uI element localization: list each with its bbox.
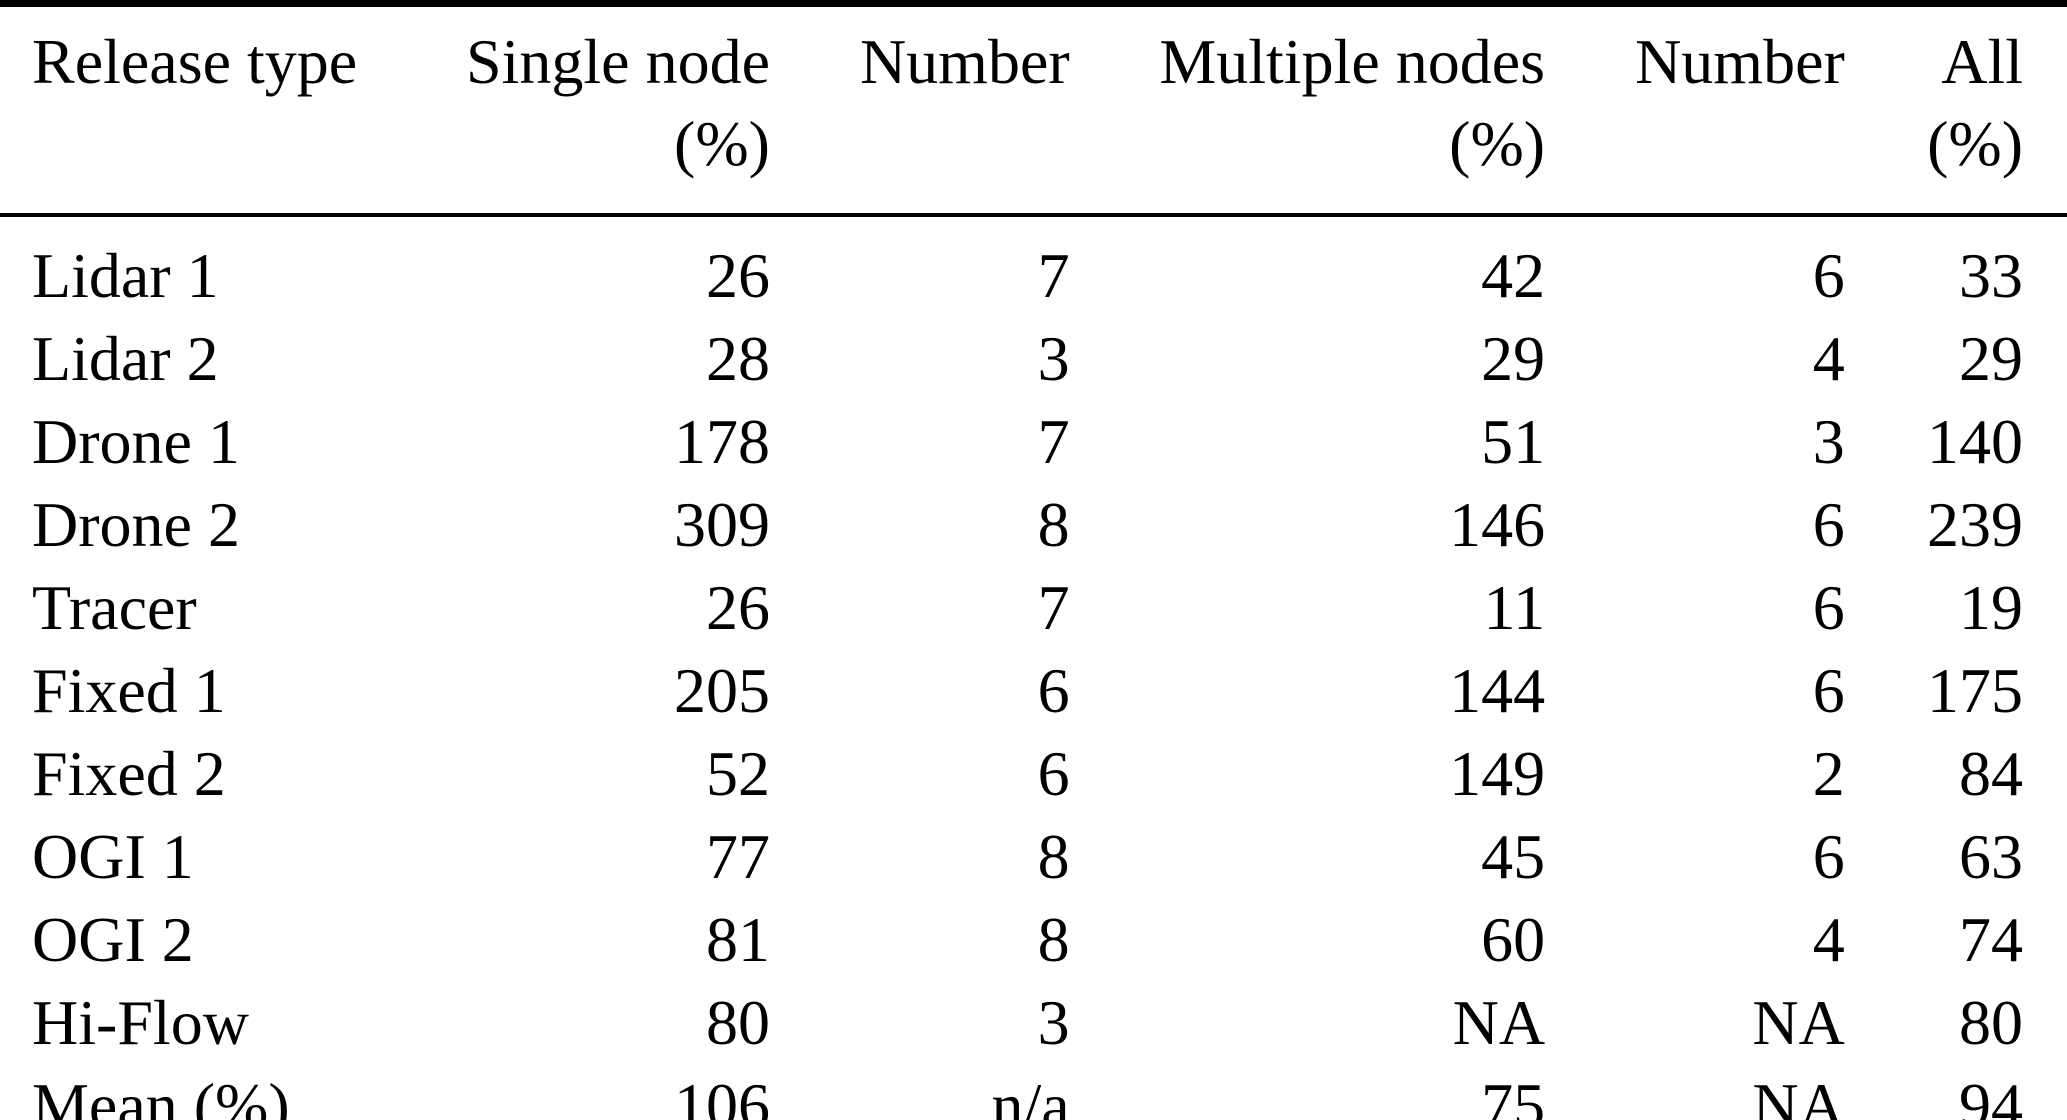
cell-single-node-pct: 28 — [705, 323, 770, 394]
col-header-unit: (%) — [1449, 108, 1546, 179]
cell-single-node-pct: 26 — [705, 572, 770, 643]
cell-single-node-pct: 106 — [673, 1070, 770, 1120]
cell-multiple-nodes-pct: 60 — [1481, 904, 1546, 975]
cell-multiple-nodes-pct: NA — [1452, 987, 1546, 1058]
col-header-single-number: Number — [770, 3, 1071, 217]
cell-all-pct: 19 — [1959, 572, 2023, 643]
cell-multiple-nodes-pct: 42 — [1481, 240, 1546, 311]
col-header-label: Release type — [32, 26, 358, 97]
cell-single-node-pct: 309 — [673, 489, 770, 560]
cell-all-pct: 140 — [1927, 406, 2023, 477]
cell-multiple-nodes-pct: 45 — [1481, 821, 1546, 892]
col-header-release-type: Release type — [0, 3, 445, 217]
table-body: Lidar 1 26 7 42 6 33 Lidar 2 28 3 29 4 2… — [0, 215, 2067, 1120]
cell-single-node-pct: 205 — [673, 655, 770, 726]
cell-single-node-pct: 26 — [705, 240, 770, 311]
header-row: Release type Single node (%) Number Mult… — [0, 3, 2067, 217]
cell-multiple-nodes-pct: 51 — [1481, 406, 1546, 477]
cell-release-type: OGI 1 — [32, 821, 194, 892]
cell-multiple-number: 2 — [1812, 738, 1845, 809]
col-header-all: All (%) — [1845, 3, 2067, 217]
col-header-unit: (%) — [674, 108, 770, 179]
cell-multiple-number: 6 — [1812, 821, 1845, 892]
table-row: Drone 2 309 8 146 6 239 — [0, 483, 2067, 566]
cell-release-type: Fixed 2 — [32, 738, 226, 809]
cell-single-number: 8 — [1037, 821, 1070, 892]
cell-all-pct: 74 — [1959, 904, 2023, 975]
table-header: Release type Single node (%) Number Mult… — [0, 3, 2067, 217]
cell-single-node-pct: 81 — [705, 904, 770, 975]
cell-single-number: 8 — [1037, 489, 1070, 560]
cell-release-type: Hi-Flow — [32, 987, 249, 1058]
cell-single-number: 6 — [1037, 655, 1070, 726]
cell-multiple-number: 3 — [1812, 406, 1845, 477]
table-row: Fixed 2 52 6 149 2 84 — [0, 732, 2067, 815]
cell-multiple-nodes-pct: 75 — [1481, 1070, 1546, 1120]
cell-single-node-pct: 178 — [673, 406, 770, 477]
cell-single-number: n/a — [991, 1070, 1070, 1120]
col-header-label: Number — [1635, 26, 1845, 97]
cell-release-type: Fixed 1 — [32, 655, 226, 726]
cell-multiple-nodes-pct: 144 — [1449, 655, 1546, 726]
cell-release-type: Drone 1 — [32, 406, 240, 477]
table-row: Fixed 1 205 6 144 6 175 — [0, 649, 2067, 732]
cell-multiple-number: NA — [1752, 987, 1845, 1058]
cell-single-number: 7 — [1037, 406, 1070, 477]
cell-single-node-pct: 80 — [705, 987, 770, 1058]
table-row: Tracer 26 7 11 6 19 — [0, 566, 2067, 649]
cell-all-pct: 29 — [1959, 323, 2023, 394]
cell-single-number: 3 — [1037, 323, 1070, 394]
col-header-single-node: Single node (%) — [444, 3, 771, 217]
cell-release-type: Lidar 1 — [32, 240, 219, 311]
cell-single-number: 3 — [1037, 987, 1070, 1058]
table-row: Hi-Flow 80 3 NA NA 80 — [0, 981, 2067, 1064]
cell-single-number: 6 — [1037, 738, 1070, 809]
table-row: Drone 1 178 7 51 3 140 — [0, 400, 2067, 483]
table-row: Lidar 2 28 3 29 4 29 — [0, 317, 2067, 400]
cell-multiple-nodes-pct: 149 — [1449, 738, 1546, 809]
cell-all-pct: 94 — [1959, 1070, 2023, 1120]
cell-multiple-number: 6 — [1812, 572, 1845, 643]
cell-multiple-number: 4 — [1812, 904, 1845, 975]
col-header-label: All — [1941, 26, 2023, 97]
cell-multiple-nodes-pct: 29 — [1481, 323, 1546, 394]
cell-release-type: Mean (%) — [32, 1070, 290, 1120]
col-header-label: Number — [859, 26, 1070, 97]
cell-all-pct: 175 — [1927, 655, 2023, 726]
table-row: Lidar 1 26 7 42 6 33 — [0, 215, 2067, 317]
cell-single-node-pct: 52 — [705, 738, 770, 809]
cell-all-pct: 84 — [1959, 738, 2023, 809]
cell-multiple-nodes-pct: 11 — [1483, 572, 1546, 643]
col-header-label: Multiple nodes — [1159, 26, 1546, 97]
cell-release-type: OGI 2 — [32, 904, 194, 975]
cell-all-pct: 239 — [1927, 489, 2023, 560]
cell-single-number: 7 — [1037, 240, 1070, 311]
cell-multiple-number: 4 — [1812, 323, 1845, 394]
cell-release-type: Tracer — [32, 572, 197, 643]
cell-multiple-number: 6 — [1812, 240, 1845, 311]
cell-multiple-number: 6 — [1812, 489, 1845, 560]
cell-all-pct: 63 — [1959, 821, 2023, 892]
table-row: Mean (%) 106 n/a 75 NA 94 — [0, 1064, 2067, 1120]
cell-all-pct: 80 — [1959, 987, 2023, 1058]
cell-release-type: Drone 2 — [32, 489, 240, 560]
table-row: OGI 2 81 8 60 4 74 — [0, 898, 2067, 981]
cell-all-pct: 33 — [1959, 240, 2023, 311]
col-header-multiple-nodes: Multiple nodes (%) — [1070, 3, 1547, 217]
col-header-label: Single node — [466, 26, 770, 97]
cell-single-number: 8 — [1037, 904, 1070, 975]
col-header-multiple-number: Number — [1546, 3, 1846, 217]
col-header-unit: (%) — [1927, 108, 2023, 179]
cell-multiple-nodes-pct: 146 — [1449, 489, 1546, 560]
table-row: OGI 1 77 8 45 6 63 — [0, 815, 2067, 898]
cell-multiple-number: 6 — [1812, 655, 1845, 726]
cell-single-number: 7 — [1037, 572, 1070, 643]
cell-single-node-pct: 77 — [705, 821, 770, 892]
cell-release-type: Lidar 2 — [32, 323, 219, 394]
cell-multiple-number: NA — [1752, 1070, 1845, 1120]
